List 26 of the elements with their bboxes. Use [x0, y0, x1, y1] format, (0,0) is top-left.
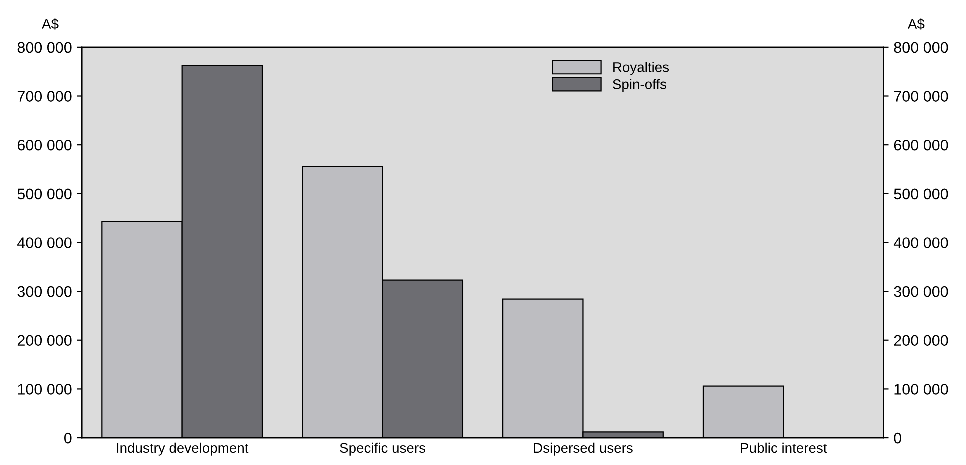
legend-label: Royalties: [614, 62, 670, 76]
legend-label: Spin-offs: [613, 79, 666, 92]
y-tick-label: 800 000: [18, 42, 72, 54]
y2-tick-label: 600 000: [894, 140, 948, 151]
y2-tick-label: 700 000: [894, 91, 948, 102]
y-tick-label: 500 000: [18, 188, 72, 200]
y2-tick-label: 400 000: [894, 238, 948, 248]
y2-tick-label: 0: [894, 432, 902, 444]
y-axis-title: A$: [42, 18, 59, 30]
y-tick-label: 600 000: [18, 140, 72, 151]
y2-tick-label: 300 000: [894, 286, 948, 298]
y-tick-label: 300 000: [18, 286, 72, 298]
y-tick-label: 100 000: [18, 384, 72, 395]
x-tick-label: Dsipersed users: [534, 442, 633, 456]
y-tick-label: 0: [64, 432, 72, 444]
y2-tick-label: 100 000: [894, 384, 948, 395]
y-tick-label: 700 000: [18, 91, 72, 102]
x-tick-label: Public interest: [741, 442, 828, 454]
y-tick-label: 200 000: [18, 335, 72, 346]
y2-tick-label: 800 000: [894, 42, 948, 54]
x-tick-label: Industry development: [117, 442, 249, 456]
y2-tick-label: 500 000: [894, 188, 948, 200]
x-tick-label: Specific users: [340, 442, 426, 456]
y2-axis-title: A$: [908, 18, 925, 30]
y-tick-label: 400 000: [18, 238, 72, 248]
y2-tick-label: 200 000: [894, 335, 948, 346]
